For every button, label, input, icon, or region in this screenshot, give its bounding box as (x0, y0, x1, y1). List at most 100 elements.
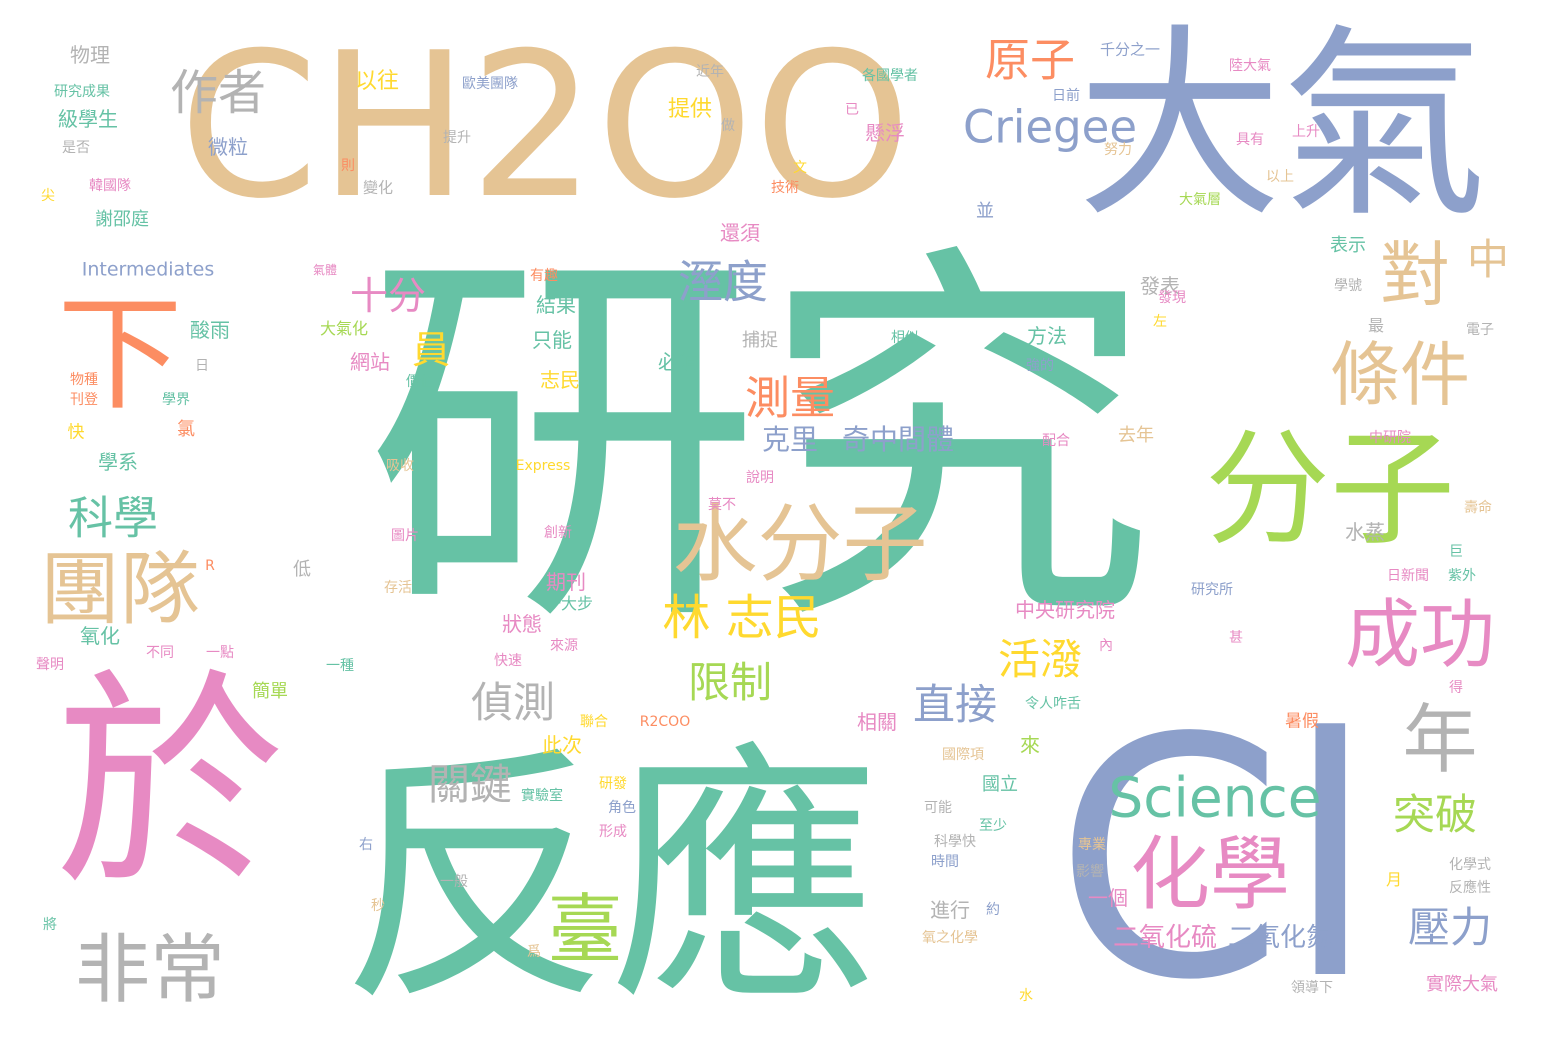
word-oumei: 歐美團隊 (462, 76, 518, 92)
word-tupo: 突破 (1392, 790, 1478, 839)
word-kuaisu: 快速 (494, 653, 522, 669)
word-wen: 文 (793, 160, 807, 176)
word-jiang: 將 (43, 917, 57, 933)
word-ziwai: 紫外 (1448, 568, 1476, 584)
word-riqian: 日前 (1052, 88, 1080, 104)
word-ju: 巨 (1449, 544, 1463, 560)
word-yidabu: 一大步 (544, 594, 594, 613)
word-xuexi: 學系 (98, 450, 138, 474)
word-buzhuo: 捕捉 (742, 330, 778, 351)
word-guanjian: 關鍵 (427, 760, 513, 809)
word-zhishao: 至少 (979, 818, 1007, 834)
word-yuan: 員 (411, 328, 451, 372)
word-jiazhi: 價值 (406, 374, 434, 390)
word-yue: 月 (1385, 870, 1403, 889)
word-chuangxin: 創新 (544, 525, 572, 541)
word-jieguo: 結果 (536, 293, 576, 317)
word-lai: 來 (1020, 733, 1040, 757)
word-eryanghuadan: 二氧化氮 (1227, 923, 1333, 953)
word-huaxueshi: 化學式 (1449, 857, 1491, 873)
word-yidian: 一點 (206, 645, 234, 661)
word-jinxing: 進行 (930, 898, 970, 922)
word-guojixiang: 國際項 (942, 747, 984, 763)
word-jian: 尖 (41, 188, 55, 204)
word-shijidaqi: 實際大氣 (1426, 974, 1498, 995)
word-yangzhihuaxue: 氧之化學 (922, 930, 978, 946)
word-kandeng: 刊登 (70, 392, 98, 408)
word-zhijie: 直接 (912, 680, 998, 729)
word-zhongyanyuan: 中研院 (1369, 430, 1411, 446)
word-zhence: 偵測 (470, 678, 556, 727)
word-qiti: 氣體 (312, 263, 338, 277)
word-wuli: 物理 (70, 43, 110, 67)
word-gequoxuezhe: 各國學者 (862, 68, 918, 84)
word-kexue: 科學 (67, 491, 159, 545)
word-miao: 秒 (371, 898, 385, 914)
word-biaoshi: 表示 (1330, 235, 1366, 256)
word-criegee: Criegee (962, 100, 1138, 154)
word-dui: 對 (1380, 234, 1450, 316)
word-feichang: 非常 (74, 925, 226, 1014)
word-keli: 克里 (761, 423, 819, 456)
word-dianzi: 電子 (1466, 322, 1494, 338)
word-nian: 年 (1402, 695, 1478, 784)
word-jishu: 技術 (771, 180, 799, 196)
word-di: 低 (293, 559, 311, 580)
word-haixu: 還須 (720, 221, 760, 245)
word-youqu: 有趣 (530, 268, 558, 284)
word-yiwang: 以往 (354, 69, 400, 94)
word-daqihua: 大氣化 (319, 319, 369, 338)
word-xuanfu: 懸浮 (865, 121, 905, 145)
word-fabiao: 發表 (1140, 274, 1180, 298)
word-zui: 最 (1367, 316, 1385, 335)
word-qiangde: 強的 (1026, 358, 1054, 374)
word-bing: 並 (976, 201, 994, 222)
word-huopo: 活潑 (997, 635, 1083, 684)
word-bixu: 必須 (658, 350, 698, 374)
word-faxian: 發現 (1158, 290, 1186, 306)
word-suanyu: 酸雨 (190, 318, 230, 342)
word-xiangguan: 相關 (857, 710, 897, 734)
word-yanjiuchengguo: 研究成果 (54, 84, 110, 100)
word-jixuesheng: 級學生 (58, 107, 118, 131)
word-lianhe: 聯合 (580, 714, 608, 730)
word-intermediates: Intermediates (81, 258, 215, 281)
word-lingrenzeshe: 令人咋舌 (1025, 696, 1081, 712)
word-wei: 爲 (527, 944, 541, 960)
word-zhong: 中 (1466, 235, 1510, 284)
word-zhuanye: 專業 (1078, 837, 1106, 853)
word-yu: 於 (54, 651, 286, 918)
word-shifou: 是否 (62, 140, 90, 156)
word-xuejie: 學界 (162, 392, 190, 408)
word-juese: 角色 (608, 800, 636, 816)
word-science: Science (1108, 765, 1322, 830)
word-yingxiang: 影響 (1076, 864, 1104, 880)
word-chenggong: 成功 (1344, 590, 1496, 679)
word-tisheng: 提升 (443, 130, 471, 146)
word-kexuekuai: 科學快 (934, 834, 976, 850)
word-shangsheng: 上升 (1292, 124, 1320, 140)
word-r2coo: R2COO (639, 714, 691, 730)
word-shen: 甚 (1229, 630, 1243, 646)
word-shujia: 暑假 (1285, 711, 1319, 732)
word-laiyuan: 來源 (550, 638, 578, 654)
word-hanguodui: 韓國隊 (89, 178, 131, 194)
word-tuandui: 團隊 (40, 543, 200, 636)
word-you: 右 (359, 837, 373, 853)
word-ludaqi: 陸大氣 (1229, 58, 1271, 74)
word-qunian: 去年 (1118, 425, 1154, 446)
word-xia: 下 (57, 282, 183, 428)
word-yue2: 約 (986, 902, 1000, 918)
word-keneng: 可能 (924, 800, 952, 816)
word-ch2oo: CH2OO (178, 10, 912, 243)
word-rixinwen: 日新聞 (1387, 568, 1429, 584)
word-zuozhe: 作者 (169, 65, 267, 121)
word-xieshaoting: 謝邵庭 (95, 209, 149, 230)
word-shuifenzi: 水分子 (672, 495, 928, 595)
word-qianfenzhiyi: 千分之一 (1099, 40, 1161, 59)
word-celiang: 測量 (744, 371, 836, 425)
word-weili: 微粒 (208, 135, 248, 159)
word-jiandan: 簡單 (252, 681, 288, 702)
word-cl: Cl (1053, 668, 1377, 1052)
